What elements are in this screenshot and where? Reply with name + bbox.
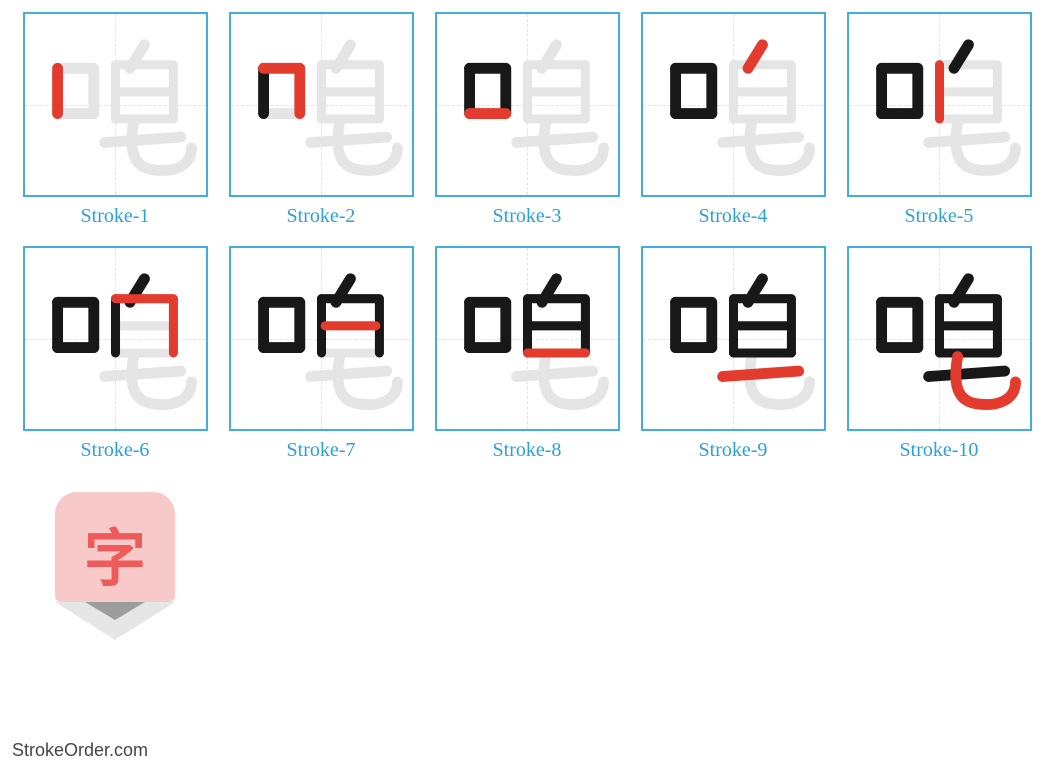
stroke-cell-9: Stroke-9	[630, 246, 836, 462]
stroke-cell-8: Stroke-8	[424, 246, 630, 462]
stroke-label: Stroke-8	[493, 439, 562, 462]
glyph-svg	[643, 248, 824, 429]
glyph-svg	[231, 14, 412, 195]
stroke-qi-h	[310, 371, 386, 376]
glyph-svg	[437, 14, 618, 195]
stroke-cell-2: Stroke-2	[218, 12, 424, 228]
stroke-kou-topright	[57, 68, 93, 113]
stroke-box	[435, 246, 620, 431]
logo-spacer	[113, 673, 118, 696]
stroke-cell-10: Stroke-10	[836, 246, 1042, 462]
stroke-cell-5: Stroke-5	[836, 12, 1042, 228]
logo-pencil-icon: 字	[23, 480, 208, 665]
glyph-svg	[849, 14, 1030, 195]
stroke-qi-h	[722, 371, 798, 376]
stroke-label: Stroke-1	[81, 205, 150, 228]
stroke-box	[641, 12, 826, 197]
stroke-kou-topright	[675, 68, 711, 113]
stroke-label: Stroke-2	[287, 205, 356, 228]
stroke-label: Stroke-10	[900, 439, 979, 462]
glyph-svg	[849, 248, 1030, 429]
stroke-kou-topright	[263, 302, 299, 347]
stroke-cell-6: Stroke-6	[12, 246, 218, 462]
stroke-label: Stroke-5	[905, 205, 974, 228]
logo-cell: 字	[12, 480, 218, 696]
stroke-qi-h	[928, 371, 1004, 376]
stroke-kou-topright	[881, 68, 917, 113]
stroke-box	[229, 12, 414, 197]
stroke-box	[435, 12, 620, 197]
stroke-label: Stroke-9	[699, 439, 768, 462]
stroke-label: Stroke-6	[81, 439, 150, 462]
stroke-label: Stroke-3	[493, 205, 562, 228]
stroke-cell-7: Stroke-7	[218, 246, 424, 462]
stroke-label: Stroke-4	[699, 205, 768, 228]
stroke-qi-hook	[337, 357, 397, 405]
stroke-label: Stroke-7	[287, 439, 356, 462]
stroke-qi-h	[928, 137, 1004, 142]
glyph-svg	[231, 248, 412, 429]
stroke-cell-4: Stroke-4	[630, 12, 836, 228]
glyph-svg	[25, 248, 206, 429]
stroke-qi-hook	[337, 123, 397, 171]
stroke-qi-hook	[543, 357, 603, 405]
logo-character: 字	[55, 508, 175, 598]
glyph-svg	[437, 248, 618, 429]
site-watermark-text: StrokeOrder.com	[12, 740, 148, 761]
stroke-grid: Stroke-1 Stroke-2 Stroke-3 Stroke-4 Stroke-5…	[12, 12, 1042, 714]
stroke-qi-h	[310, 137, 386, 142]
stroke-kou-topright	[881, 302, 917, 347]
stroke-cell-1: Stroke-1	[12, 12, 218, 228]
stroke-qi-h	[104, 371, 180, 376]
stroke-kou-topright	[469, 302, 505, 347]
stroke-kou-topright	[57, 302, 93, 347]
glyph-svg	[643, 14, 824, 195]
stroke-qi-hook	[131, 357, 191, 405]
stroke-qi-h	[722, 137, 798, 142]
stroke-qi-hook	[749, 123, 809, 171]
stroke-qi-h	[516, 137, 592, 142]
stroke-box	[847, 246, 1032, 431]
stroke-kou-topright	[263, 68, 299, 113]
stroke-qi-hook	[749, 357, 809, 405]
stroke-qi-h	[516, 371, 592, 376]
stroke-qi-hook	[543, 123, 603, 171]
stroke-qi-hook	[955, 357, 1015, 405]
stroke-box	[641, 246, 826, 431]
stroke-cell-3: Stroke-3	[424, 12, 630, 228]
glyph-svg	[25, 14, 206, 195]
stroke-qi-h	[104, 137, 180, 142]
stroke-kou-topright	[469, 68, 505, 113]
stroke-box	[229, 246, 414, 431]
stroke-qi-hook	[955, 123, 1015, 171]
stroke-qi-hook	[131, 123, 191, 171]
stroke-box	[847, 12, 1032, 197]
stroke-kou-topright	[675, 302, 711, 347]
stroke-box	[23, 246, 208, 431]
stroke-box	[23, 12, 208, 197]
